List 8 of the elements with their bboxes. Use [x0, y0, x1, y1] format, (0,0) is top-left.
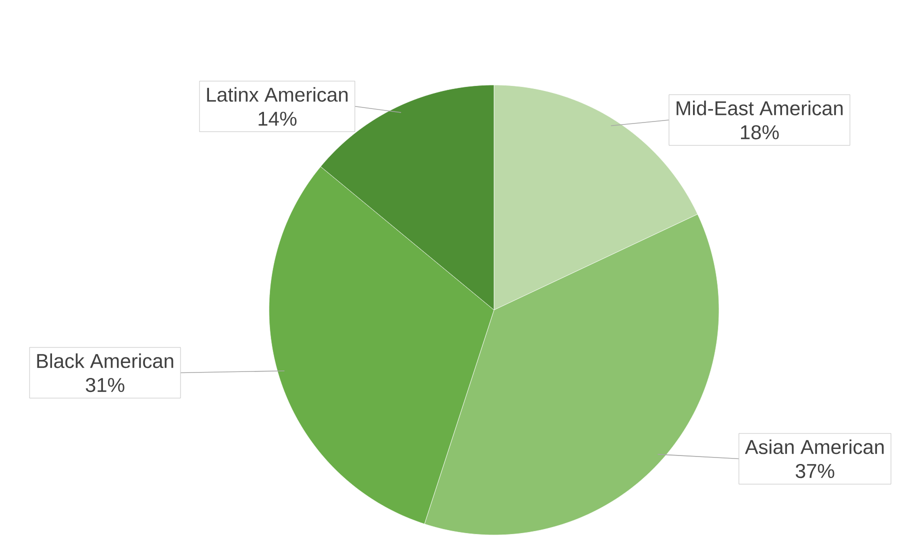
data-label: 14%: [258, 112, 296, 126]
data-label: 37%: [796, 464, 834, 478]
slice-label: Asian American: [744, 439, 884, 454]
data-label: 18%: [740, 125, 779, 140]
slice-label: Black American: [37, 353, 174, 368]
slice-label: Latinx American: [207, 87, 348, 102]
data-label: 31%: [86, 378, 124, 392]
slice-label: Mid-East American: [676, 100, 843, 116]
